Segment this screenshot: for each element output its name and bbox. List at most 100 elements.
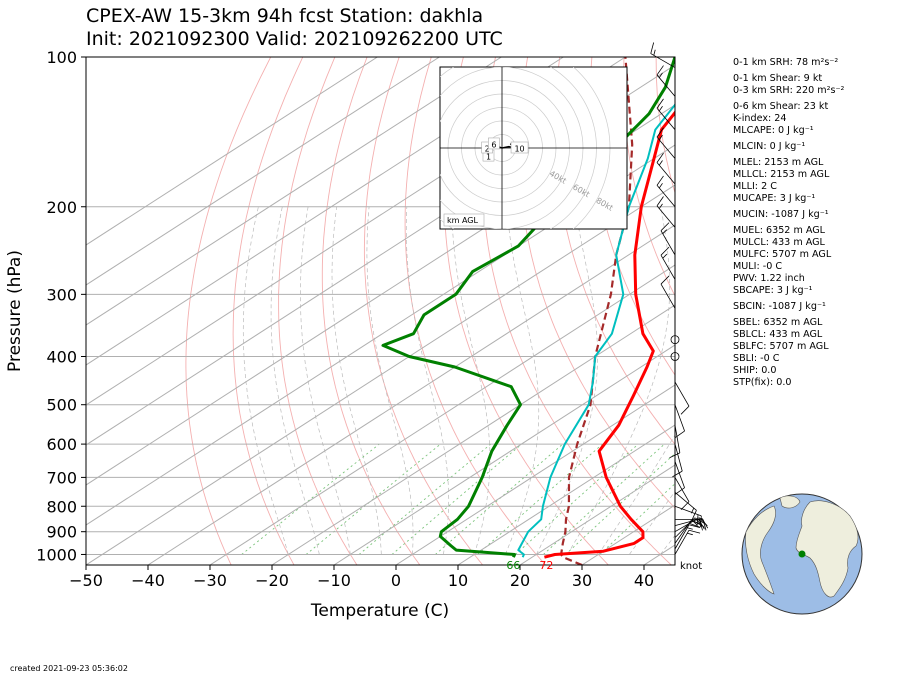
- wetbulb-trace: [517, 102, 675, 558]
- x-tick-label: −50: [69, 571, 103, 590]
- chart-title-line2: Init: 2021092300 Valid: 202109262200 UTC: [86, 28, 503, 50]
- wind-barb-flag: [691, 510, 697, 521]
- moist-adiabat-line: [629, 490, 675, 555]
- y-axis-label: Pressure (hPa): [5, 250, 25, 372]
- dry-adiabat-line: [321, 57, 421, 565]
- hodograph-height-box: [488, 137, 500, 150]
- dry-adiabat-line: [554, 57, 675, 445]
- wind-barb-staff: [656, 74, 676, 97]
- wind-barb-staff: [656, 205, 676, 228]
- wind-barb-flag: [680, 501, 690, 511]
- wind-barb-half-flag: [658, 106, 663, 112]
- wind-barb-half-flag: [653, 49, 656, 56]
- moist-adiabat-line: [405, 206, 450, 555]
- wind-barb-flag: [688, 529, 701, 534]
- wind-barb-half-flag: [658, 203, 663, 209]
- wind-barb-staff: [656, 185, 676, 208]
- index-line: SBLI: -0 C: [733, 353, 780, 364]
- land-greenland: [779, 495, 801, 509]
- wind-barb-half-flag: [658, 160, 663, 166]
- x-tick-label: −30: [193, 571, 227, 590]
- moist-adiabat-line: [504, 206, 540, 555]
- wind-barb-half-flag: [658, 134, 663, 141]
- index-line: PWV: 1.22 inch: [733, 273, 805, 284]
- wind-barb-staff: [674, 381, 690, 407]
- y-tick-label: 400: [46, 348, 77, 367]
- wind-barb-staff: [656, 162, 676, 185]
- wind-barb-flag: [656, 196, 664, 207]
- wind-barb-half-flag: [662, 253, 668, 259]
- wind-barb-flag: [660, 275, 670, 285]
- isotherm-line: [86, 57, 440, 286]
- index-line: MLLI: 2 C: [733, 181, 777, 192]
- isotherm-line: [86, 184, 675, 565]
- wind-barb-staff: [660, 254, 676, 280]
- wind-barb-staff: [660, 230, 676, 256]
- x-tick-label: −40: [131, 571, 165, 590]
- wind-barb-flag: [656, 98, 664, 109]
- x-tick-label: −10: [317, 571, 351, 590]
- dry-adiabat-line: [404, 57, 546, 565]
- isotherm-line: [86, 57, 564, 366]
- wind-barb-staff: [656, 136, 676, 159]
- index-line: 0-6 km Shear: 23 kt: [733, 101, 829, 112]
- index-line: MLLCL: 2153 m AGL: [733, 169, 830, 180]
- dry-adiabat-line: [881, 57, 906, 565]
- x-tick-label: 0: [391, 571, 401, 590]
- surface-temperature-label: 72: [539, 559, 553, 572]
- y-tick-label: 900: [46, 523, 77, 542]
- land-americas: [745, 505, 776, 595]
- index-line: K-index: 24: [733, 113, 787, 124]
- dry-adiabat-line: [232, 57, 304, 565]
- calm-wind-circle: [670, 352, 680, 361]
- wind-barb-half-flag: [687, 532, 693, 536]
- wind-barb-staff: [674, 524, 690, 550]
- surface-dewpoint-label: 66: [506, 559, 520, 572]
- y-tick-label: 200: [46, 198, 77, 217]
- y-tick-label: 700: [46, 468, 77, 487]
- isotherm-line: [147, 224, 675, 565]
- index-line: MULFC: 5707 m AGL: [733, 249, 832, 260]
- dry-adiabat-line: [849, 57, 906, 565]
- wind-barb-flag: [675, 487, 685, 495]
- hodograph-height-label: 1: [486, 153, 491, 162]
- index-line: SBEL: 6352 m AGL: [733, 317, 823, 328]
- wind-barb-staff: [674, 461, 685, 488]
- dry-adiabat-line: [363, 57, 483, 565]
- wind-barb-half-flag: [687, 527, 693, 530]
- isotherm-line: [271, 304, 675, 565]
- wind-barb-flag: [660, 222, 670, 231]
- wind-barb-staff: [660, 283, 676, 309]
- wind-barb-flag: [656, 175, 664, 186]
- wind-barb-flag: [680, 405, 690, 415]
- hodograph-corner-label: km AGL: [447, 216, 479, 225]
- index-line: SHIP: 0.0: [733, 365, 777, 376]
- wind-barb-flag: [688, 522, 700, 528]
- location-globe: [741, 493, 863, 615]
- wind-barbs: [650, 42, 709, 555]
- index-line: MUCIN: -1087 J kg⁻¹: [733, 209, 829, 220]
- x-tick-label: 20: [510, 571, 530, 590]
- wind-barb-staff: [656, 107, 676, 130]
- y-tick-label: 800: [46, 497, 77, 516]
- isotherm-line: [86, 57, 502, 326]
- hodograph-height-label: 6: [491, 140, 496, 149]
- index-line: SBLFC: 5707 m AGL: [733, 341, 829, 352]
- index-line: MULCL: 433 m AGL: [733, 237, 825, 248]
- wind-barb-half-flag: [692, 520, 698, 526]
- moist-adiabat-line: [366, 206, 414, 555]
- wind-barb-flag: [699, 515, 702, 528]
- y-tick-label: 1000: [36, 545, 77, 564]
- index-line: MUCAPE: 3 J kg⁻¹: [733, 193, 816, 204]
- index-line: 0-1 km Shear: 9 kt: [733, 73, 823, 84]
- wind-barb-staff: [674, 404, 685, 432]
- moist-adiabat-line: [567, 206, 671, 555]
- dry-adiabat-line: [278, 57, 358, 565]
- mixing-ratio-line: [391, 443, 522, 555]
- wind-barb-flag: [669, 452, 681, 459]
- wind-barb-flag: [672, 470, 683, 478]
- wind-barb-staff: [674, 443, 683, 472]
- dry-adiabat-line: [185, 57, 272, 565]
